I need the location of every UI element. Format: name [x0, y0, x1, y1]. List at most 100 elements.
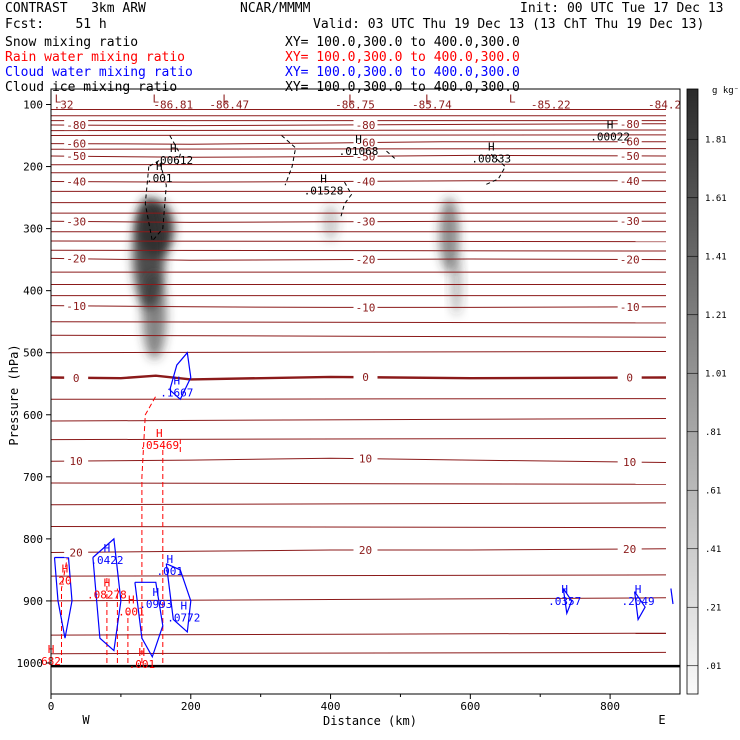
colorbar-level-label: .41	[705, 545, 721, 555]
cloud-water-max-label: .0993	[139, 598, 172, 611]
y-tick-label: 200	[23, 161, 43, 174]
rain-max-label: .08278	[87, 589, 127, 602]
isotherm-label-bg	[64, 546, 89, 558]
top-value-label: -86.47	[209, 99, 249, 112]
rain-max-label-h: H	[156, 427, 163, 440]
x-tick-label: 400	[321, 700, 341, 713]
top-value-label: -85.22	[531, 99, 571, 112]
snow-max-label: .01068	[339, 145, 379, 158]
contour-labels: -80 -80 -80-60 -60 -60-50 -50 -50-40 -40 -40-30-…	[41, 92, 681, 671]
isotherm-label: -20	[620, 254, 640, 267]
cloud-water-max-label-h: H	[153, 586, 160, 599]
isotherm-label-bg	[353, 371, 378, 383]
isotherm-label-bg	[617, 543, 642, 555]
low-marker: L	[153, 92, 160, 105]
isotherm-label: 10	[70, 455, 83, 468]
cloud-water-contours	[53, 351, 674, 659]
isotherm-label: 10	[359, 453, 372, 466]
isotherm-line	[51, 129, 667, 132]
x-end-label-east: E	[658, 713, 665, 727]
isotherm-label-bg	[617, 371, 642, 383]
isotherm-line	[51, 351, 667, 354]
isotherm-label: -30	[66, 215, 86, 228]
cloud-water-max-label-h: H	[561, 583, 568, 596]
low-marker: L	[55, 92, 62, 105]
x-end-label-west: W	[82, 713, 90, 727]
top-value-label: .32	[54, 99, 74, 112]
cloud-water-max-label-h: H	[104, 542, 111, 555]
isotherm--20	[51, 257, 667, 261]
isotherm-line	[51, 418, 667, 422]
isotherm-label-bg	[64, 119, 89, 131]
cloud-water-max-label: .0357	[548, 595, 581, 608]
snow-shade-blob	[322, 203, 339, 242]
top-value-label: -84.2	[648, 99, 681, 112]
isotherm-label-bg	[64, 252, 89, 264]
isotherm-label: -20	[356, 253, 376, 266]
cloud-water-contour	[92, 537, 122, 652]
isotherm-label: -50	[356, 150, 376, 163]
isotherm-label: 20	[70, 546, 83, 559]
isotherm-line	[51, 148, 667, 150]
low-marker: L	[425, 92, 432, 105]
isotherm-label: 20	[623, 543, 636, 556]
isotherm-label-bg	[617, 253, 642, 265]
rain-max-label-h: H	[62, 562, 69, 575]
field-label-snow: Snow mixing ratio	[5, 35, 139, 50]
snow-max-label: .001	[146, 172, 173, 185]
rain-max-label: 20	[58, 574, 71, 587]
isotherm-label: -50	[66, 150, 86, 163]
isotherm-label-bg	[617, 174, 642, 186]
isotherm-20	[51, 548, 667, 553]
colorbar: g kg⁻¹ 1.81 1.61 1.41 1.21 1.01 .81 .61 .41 .21.…	[686, 86, 740, 695]
y-tick-label: 400	[23, 285, 43, 298]
snow-max-label: .01528	[304, 185, 344, 198]
colorbar-level-label: 1.41	[705, 252, 727, 262]
cloud-water-contour	[169, 351, 192, 401]
top-value-label: -85.74	[412, 99, 452, 112]
isotherm-label: -30	[356, 216, 376, 229]
x-tick-label: 0	[48, 700, 55, 713]
isotherm--50	[51, 154, 667, 158]
cloud-water-max-label: .0772	[167, 612, 200, 625]
colorbar-level-label: .81	[705, 428, 721, 438]
y-tick-label: 500	[23, 347, 43, 360]
colorbar-level-label: 1.81	[705, 135, 727, 145]
rain-max-label-h: H	[104, 577, 111, 590]
low-marker: L	[222, 92, 229, 105]
cloud-water-max-label: .0422	[90, 554, 123, 567]
isotherm-label-bg	[353, 253, 378, 265]
institution: NCAR/MMMM	[240, 1, 311, 16]
isotherm-label-bg	[353, 544, 378, 556]
y-tick-label: 900	[23, 595, 43, 608]
snow-max-label: .00833	[471, 152, 511, 165]
isotherm-label-bg	[353, 136, 378, 148]
colorbar-level-label: 1.61	[705, 194, 727, 204]
cloud-water-contour	[165, 563, 192, 634]
isotherm--40	[51, 180, 666, 183]
field-xy-cloud-water: XY= 100.0,300.0 to 400.0,300.0	[285, 65, 520, 80]
cloud-water-contour	[634, 591, 646, 622]
init-time: Init: 00 UTC Tue 17 Dec 13	[520, 1, 724, 16]
isotherm-label: -80	[620, 118, 640, 131]
snow-contours	[144, 135, 506, 243]
isotherm-line	[51, 482, 667, 485]
isotherm-label: -10	[66, 300, 86, 313]
colorbar-scale	[686, 88, 699, 695]
colorbar-unit: g kg⁻¹	[712, 86, 740, 96]
field-xy-cloud-ice: XY= 100.0,300.0 to 400.0,300.0	[285, 80, 520, 95]
x-tick-label: 600	[460, 700, 480, 713]
isotherm-label: -50	[620, 150, 640, 163]
isotherm-label: 0	[626, 372, 633, 385]
snow-contour	[281, 135, 297, 186]
isotherm-line	[51, 134, 667, 136]
snow-contour	[386, 150, 398, 161]
isotherm-label: -60	[620, 136, 640, 149]
isotherm-label: -10	[356, 301, 376, 314]
snow-shade-blob	[142, 272, 167, 359]
snow-max-label-h: H	[607, 119, 614, 132]
isotherm-label-bg	[353, 150, 378, 162]
cloud-water-contour	[670, 588, 674, 605]
y-axis-title: Pressure (hPa)	[7, 344, 21, 445]
snow-max-label-h: H	[320, 173, 327, 186]
